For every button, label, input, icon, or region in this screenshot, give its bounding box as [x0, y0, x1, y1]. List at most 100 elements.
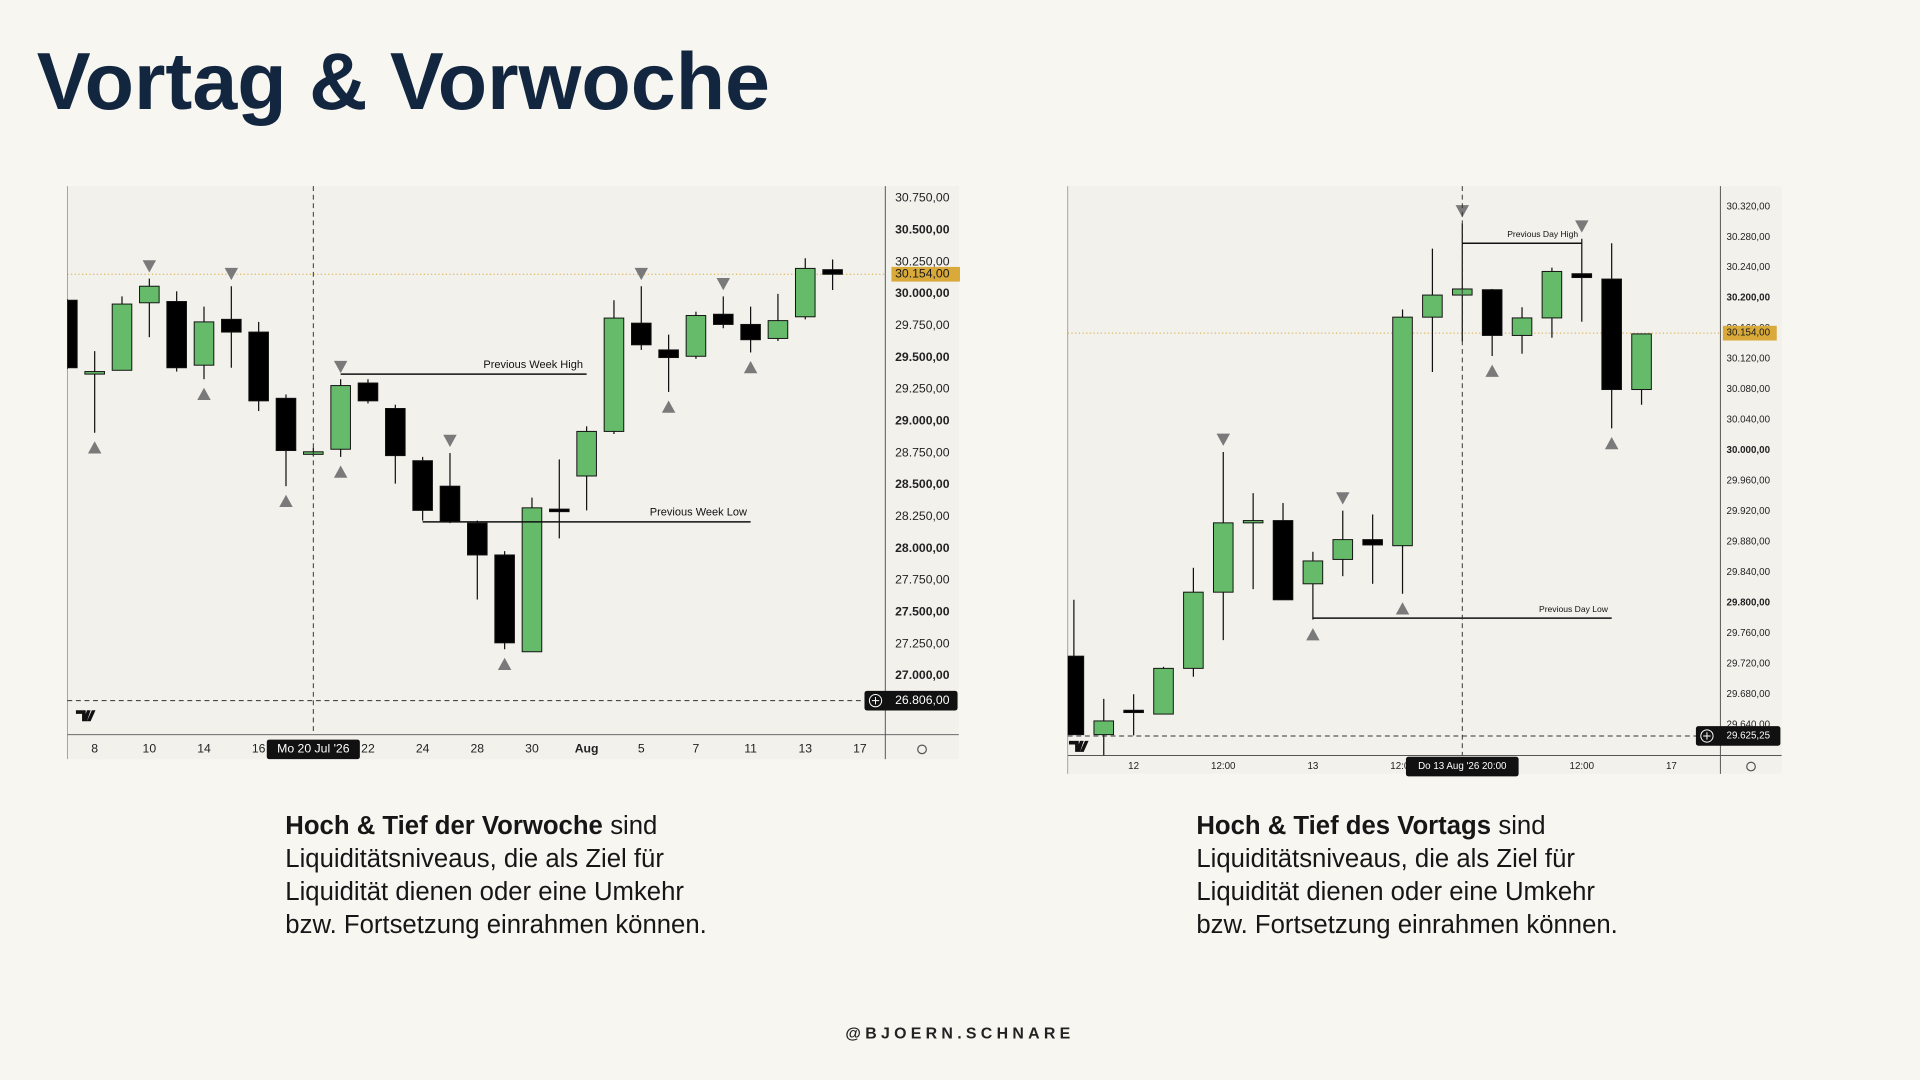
tradingview-logo	[75, 710, 96, 722]
y-tick-label: 28.500,00	[895, 477, 950, 491]
pivot-low-marker	[497, 657, 512, 671]
x-tick-label: 7	[693, 742, 700, 756]
page-title: Vortag & Vorwoche	[37, 37, 770, 127]
y-tick-label: 29.250,00	[895, 382, 950, 396]
pivot-high-marker	[224, 267, 239, 281]
pivot-high-marker	[1216, 433, 1230, 446]
candle-body	[1153, 667, 1174, 715]
level-label: Previous Day Low	[1539, 604, 1609, 614]
caption-line: Liquiditätsniveaus, die als Ziel für	[285, 845, 664, 873]
crosshair-date-box	[1405, 756, 1519, 777]
candle-body	[439, 485, 461, 523]
x-tick-label: 30	[525, 742, 539, 756]
pivot-high-marker	[333, 360, 348, 374]
y-tick-label: 30.320,00	[1727, 201, 1771, 212]
candle-body	[166, 301, 187, 369]
chart-panel: 30.750,00 30.500,00 30.250,00 30.000,00 29.7…	[66, 186, 960, 760]
crosshair-price-label: 26.806,00	[895, 693, 950, 707]
candle-body	[1631, 333, 1652, 391]
x-tick-label: 17	[853, 742, 867, 756]
y-tick-label: 29.500,00	[895, 350, 950, 364]
crosshair-price-label: 29.625,25	[1727, 731, 1771, 742]
y-tick-label: 30.000,00	[1727, 445, 1771, 456]
crosshair-price-box	[1695, 726, 1781, 746]
y-tick-label: 29.760,00	[1727, 628, 1771, 639]
y-tick-label: 29.750,00	[895, 318, 950, 332]
candle-body	[767, 320, 789, 339]
chart-panel: 30.320,00 30.280,00 30.240,00 30.200,00 30.1…	[1067, 186, 1782, 777]
pivot-high-marker	[1336, 492, 1350, 505]
x-tick-label: 24	[416, 742, 430, 756]
candle-body	[412, 460, 433, 511]
pivot-high-marker	[443, 434, 457, 447]
crosshair-plus-icon	[1700, 729, 1714, 743]
x-tick-label: 12	[1128, 761, 1139, 772]
candle-body	[1422, 294, 1443, 318]
y-tick-label: 27.000,00	[895, 668, 950, 682]
pivot-low-marker	[197, 387, 211, 401]
y-tick-label: 29.920,00	[1727, 506, 1771, 517]
candle-body	[330, 385, 351, 450]
y-tick-label: 29.640,00	[1727, 719, 1771, 730]
caption-line: Hoch & Tief des Vortags sind	[1196, 812, 1545, 840]
candle-body	[576, 430, 597, 477]
x-tick-label: 11	[744, 742, 757, 756]
candle-body	[357, 382, 379, 402]
y-tick-label: 30.750,00	[895, 191, 950, 205]
candle-body	[1272, 520, 1294, 601]
candle-body	[1332, 539, 1354, 560]
candle-body	[740, 323, 761, 341]
y-tick-label: 30.080,00	[1727, 384, 1771, 395]
y-tick-label: 29.680,00	[1727, 689, 1771, 700]
price-marker-label: 30.154,00	[1727, 328, 1771, 339]
crosshair-plus-icon	[868, 694, 883, 708]
candle-body	[1123, 709, 1144, 714]
y-tick-label: 30.500,00	[895, 222, 950, 236]
y-tick-label: 29.000,00	[895, 413, 950, 427]
y-tick-label: 27.500,00	[895, 605, 950, 619]
caption-line: Liquidität dienen oder eine Umkehr	[285, 878, 684, 906]
y-tick-label: 30.240,00	[1727, 262, 1771, 273]
caption-text: sind	[1498, 812, 1545, 840]
candle-body	[1541, 270, 1563, 319]
candle-body	[658, 349, 679, 359]
tradingview-logo	[1068, 740, 1089, 752]
y-tick-label: 29.880,00	[1727, 536, 1771, 547]
caption-text: sind	[610, 812, 657, 840]
caption-emphasis: Hoch & Tief der Vorwoche	[285, 812, 603, 840]
candle-body	[1067, 655, 1085, 736]
plot-area: Previous Day High Previous Day Low	[1067, 205, 1721, 756]
candle-body	[111, 303, 133, 371]
x-tick-label: 22	[361, 742, 375, 756]
y-tick-label: 28.750,00	[895, 445, 950, 459]
x-tick-label: 28	[471, 742, 485, 756]
y-tick-label: 30.120,00	[1727, 354, 1771, 365]
candle-body	[1481, 289, 1503, 336]
level-label: Previous Day High	[1507, 229, 1578, 239]
caption-line: bzw. Fortsetzung einrahmen können.	[285, 911, 707, 939]
pivot-low-marker	[279, 494, 293, 508]
candle-body	[494, 554, 515, 644]
y-tick-label: 29.960,00	[1727, 476, 1771, 487]
pivot-low-marker	[661, 400, 676, 413]
x-tick-label: 14	[197, 742, 211, 756]
x-tick-label: 12:00	[1390, 761, 1415, 772]
y-tick-label: 29.720,00	[1727, 658, 1771, 669]
pivot-high-marker	[634, 267, 649, 281]
x-tick-label: 12:00	[1211, 761, 1236, 772]
caption-line: Liquiditätsniveaus, die als Ziel für	[1196, 845, 1575, 873]
candle-body	[794, 267, 816, 318]
candle-body	[1392, 316, 1413, 547]
crosshair-date-label: Do 13 Aug '26 20:00	[1418, 761, 1507, 772]
level-label: Previous Week Low	[650, 507, 747, 519]
crosshair-price-box	[864, 690, 958, 711]
candle-body	[1511, 317, 1533, 336]
candle-body	[822, 269, 843, 275]
x-tick-label: 5	[638, 742, 645, 756]
candle-body	[549, 508, 570, 513]
pivot-low-marker	[1485, 364, 1499, 377]
candle-body	[84, 371, 105, 375]
level-label: Previous Week High	[483, 359, 583, 371]
y-tick-label: 30.040,00	[1727, 415, 1771, 426]
